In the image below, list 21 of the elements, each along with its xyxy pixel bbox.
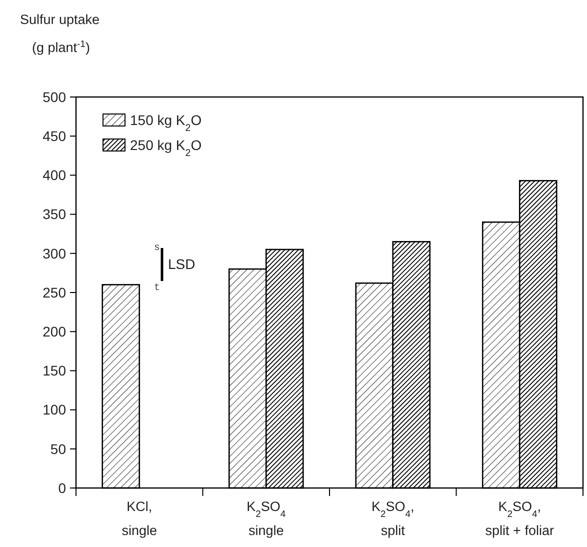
- y-tick-label: 100: [42, 402, 66, 418]
- x-tick-label: KCl, single: [122, 499, 158, 538]
- x-tick-label: K$_{2}$SO$_{4}$, split: [371, 499, 414, 538]
- y-tick-label: 350: [42, 206, 66, 222]
- y-tick-label: 0: [58, 480, 66, 496]
- y-tick-label: 250: [42, 284, 66, 300]
- y-tick-label: 300: [42, 245, 66, 262]
- legend-label: 150 kg K$_{2}$O: [130, 112, 202, 134]
- y-axis-title: Sulfur uptake (g plant$^{-1}$): [20, 12, 100, 55]
- x-tick-label: K$_{2}$SO$_{4}$ single: [246, 499, 286, 538]
- annotation: t: [154, 283, 160, 294]
- y-tick-label: 500: [42, 88, 66, 105]
- annotation: s: [154, 243, 160, 254]
- y-tick-label: 450: [42, 128, 66, 144]
- y-tick-label: 50: [50, 440, 66, 457]
- legend-label: 250 kg K$_{2}$O: [130, 136, 202, 158]
- x-tick-label: K$_{2}$SO$_{4}$, split + foliar: [485, 499, 554, 538]
- annotation: LSD: [168, 256, 196, 272]
- y-tick-label: 200: [42, 324, 66, 340]
- y-tick-label: 150: [42, 362, 66, 379]
- y-tick-label: 400: [42, 167, 66, 184]
